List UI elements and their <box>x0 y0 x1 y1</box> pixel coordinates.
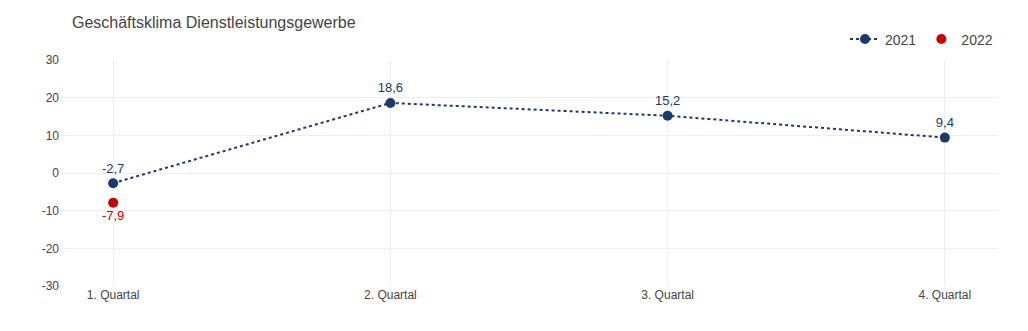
svg-text:30: 30 <box>46 53 60 67</box>
svg-text:2022: 2022 <box>961 32 992 48</box>
svg-text:-30: -30 <box>42 279 60 293</box>
svg-text:20: 20 <box>46 91 60 105</box>
svg-text:-7,9: -7,9 <box>102 208 124 223</box>
svg-text:10: 10 <box>46 129 60 143</box>
svg-text:-20: -20 <box>42 242 60 256</box>
svg-text:-2,7: -2,7 <box>102 161 124 176</box>
svg-text:15,2: 15,2 <box>655 93 680 108</box>
svg-text:2. Quartal: 2. Quartal <box>364 288 417 302</box>
svg-text:0: 0 <box>52 166 59 180</box>
svg-text:9,4: 9,4 <box>936 115 954 130</box>
svg-text:1. Quartal: 1. Quartal <box>87 288 140 302</box>
svg-text:4. Quartal: 4. Quartal <box>918 288 971 302</box>
svg-text:2021: 2021 <box>885 32 916 48</box>
svg-text:Geschäftsklima Dienstleistungs: Geschäftsklima Dienstleistungsgewerbe <box>72 14 356 31</box>
svg-text:18,6: 18,6 <box>378 80 403 95</box>
svg-text:-10: -10 <box>42 204 60 218</box>
svg-text:3. Quartal: 3. Quartal <box>641 288 694 302</box>
